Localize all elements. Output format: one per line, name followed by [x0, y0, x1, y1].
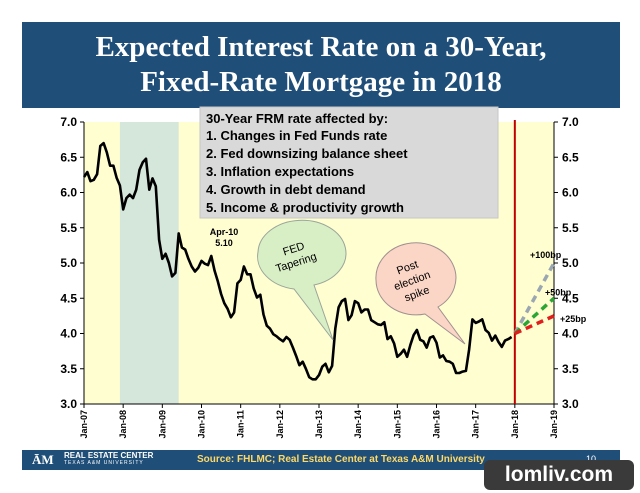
x-tick-label: Jan-12 [275, 410, 285, 439]
apr10-annotation: Apr-10 5.10 [210, 227, 239, 248]
chart-title-line-2: Fixed-Rate Mortgage in 2018 [140, 66, 502, 98]
fed-tapering-bubble: FED Tapering [257, 219, 347, 341]
x-tick-label: Jan-15 [392, 410, 402, 439]
x-tick-label: Jan-07 [79, 410, 89, 439]
projection-label: +50bp [545, 287, 572, 297]
y-tick-label-right: 4.5 [562, 291, 579, 305]
x-tick-label: Jan-17 [471, 410, 481, 439]
y-tick-label-right: 3.5 [562, 362, 579, 376]
x-tick-label: Jan-11 [236, 410, 246, 438]
y-tick-label-right: 7.0 [562, 115, 579, 129]
y-tick-label-left: 7.0 [60, 115, 77, 129]
x-tick-label: Jan-16 [432, 410, 442, 439]
x-tick-label: Jan-08 [118, 410, 128, 439]
y-tick-label-left: 5.0 [60, 256, 77, 270]
footer-source: Source: FHLMC; Real Estate Center at Tex… [197, 454, 485, 465]
y-tick-label-left: 3.5 [60, 362, 77, 376]
notes-item: 4. Growth in debt demand [206, 182, 366, 197]
x-tick-label: Jan-09 [157, 410, 167, 439]
projection-line [513, 296, 556, 335]
apr10-value: 5.10 [215, 238, 233, 248]
y-tick-label-right: 5.5 [562, 221, 579, 235]
title-bar: Expected Interest Rate on a 30-Year, Fix… [22, 22, 620, 108]
projection-label: +25bp [560, 314, 587, 324]
chart-title: Expected Interest Rate on a 30-Year, Fix… [22, 30, 620, 100]
x-tick-label: Jan-14 [353, 410, 363, 439]
footer-bar: ĀM REAL ESTATE CENTER TEXAS A&M UNIVERSI… [22, 450, 620, 470]
projection-line [513, 262, 556, 335]
projection-label: +100bp [530, 250, 562, 260]
y-tick-label-left: 3.0 [60, 397, 77, 411]
y-tick-label-left: 6.5 [60, 150, 77, 164]
post-election-bubble: Post election spike [375, 242, 466, 345]
notes-item: 2. Fed downsizing balance sheet [206, 146, 408, 161]
x-tick-label: Jan-13 [314, 410, 324, 439]
notes-item: 3. Inflation expectations [206, 164, 354, 179]
notes-item: 5. Income & productivity growth [206, 200, 404, 215]
chart-title-line-1: Expected Interest Rate on a 30-Year, [95, 31, 547, 63]
y-tick-label-left: 5.5 [60, 221, 77, 235]
y-tick-label-left: 4.5 [60, 291, 77, 305]
y-tick-label-right: 6.0 [562, 186, 579, 200]
apr10-label: Apr-10 [210, 227, 239, 237]
notes-box: 30-Year FRM rate affected by: 1. Changes… [199, 106, 499, 219]
footer-org-name: REAL ESTATE CENTER [64, 451, 154, 460]
x-tick-label: Jan-18 [510, 410, 520, 439]
y-tick-label-right: 3.0 [562, 397, 579, 411]
tamu-logo: ĀM [32, 452, 54, 467]
y-tick-label-right: 5.0 [562, 256, 579, 270]
x-tick-label: Jan-19 [549, 410, 559, 439]
footer-org-subtitle: TEXAS A&M UNIVERSITY [64, 460, 144, 466]
page-number: 10 [586, 454, 597, 464]
series-line-30yr-frm [82, 141, 513, 381]
y-tick-label-left: 6.0 [60, 186, 77, 200]
watermark: lomliv.com [484, 460, 634, 490]
x-tick-label: Jan-10 [197, 410, 207, 439]
y-tick-label-right: 6.5 [562, 150, 579, 164]
y-tick-label-left: 4.0 [60, 327, 77, 341]
y-tick-label-right: 4.0 [562, 327, 579, 341]
notes-item: 1. Changes in Fed Funds rate [206, 128, 387, 143]
notes-heading: 30-Year FRM rate affected by: [206, 111, 388, 126]
